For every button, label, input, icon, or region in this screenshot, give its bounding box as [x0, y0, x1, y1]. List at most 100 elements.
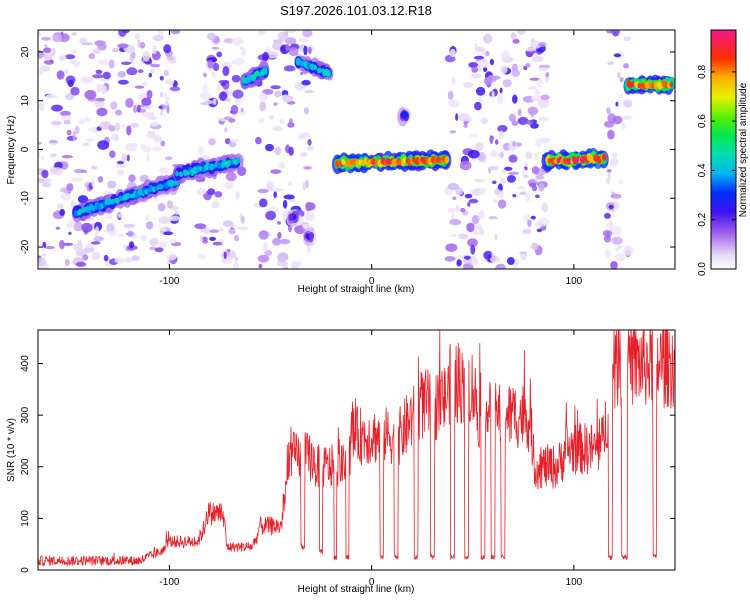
y-tick-label: -10: [20, 191, 31, 206]
ridge-blob: [73, 210, 78, 217]
noise-blob: [537, 116, 549, 122]
noise-blob: [49, 140, 58, 144]
noise-blob: [479, 187, 486, 195]
noise-blob: [538, 99, 550, 109]
noise-blob: [163, 69, 170, 77]
noise-blob: [88, 53, 95, 60]
noise-blob: [298, 38, 310, 43]
noise-blob: [262, 51, 269, 62]
noise-blob: [618, 179, 623, 185]
noise-blob: [116, 169, 125, 175]
noise-blob: [492, 180, 497, 184]
noise-blob: [166, 104, 170, 114]
noise-blob: [496, 94, 504, 104]
ridge-blob: [255, 70, 260, 77]
noise-blob: [266, 181, 274, 192]
noise-blob: [273, 102, 278, 106]
noise-blob: [604, 120, 615, 128]
noise-blob: [284, 30, 296, 34]
noise-blob: [612, 115, 623, 125]
noise-blob: [107, 180, 117, 189]
noise-blob: [300, 152, 308, 157]
noise-blob: [80, 169, 88, 174]
noise-blob: [291, 261, 299, 269]
noise-blob: [97, 42, 107, 51]
noise-blob: [497, 199, 507, 209]
spectrogram-x-label: Height of straight line (km): [298, 284, 415, 295]
noise-blob: [460, 208, 466, 213]
noise-blob: [96, 97, 106, 102]
y-tick-label: 300: [20, 406, 31, 423]
ridge-blob: [402, 157, 407, 163]
noise-blob: [283, 194, 295, 200]
noise-blob: [270, 169, 282, 175]
noise-blob: [510, 32, 517, 40]
noise-blob: [602, 229, 613, 237]
noise-blob: [469, 190, 476, 195]
spectrogram-y-label: Frequency (Hz): [6, 116, 17, 185]
ridge-blob: [106, 197, 112, 206]
noise-blob: [212, 62, 220, 72]
noise-blob: [621, 115, 633, 120]
noise-blob: [603, 212, 611, 219]
noise-blob: [85, 243, 94, 249]
noise-blob: [519, 191, 527, 196]
noise-blob: [240, 108, 244, 112]
noise-blob: [259, 101, 267, 112]
noise-blob: [99, 78, 109, 82]
noise-blob: [478, 58, 490, 68]
noise-blob: [452, 196, 457, 200]
noise-blob: [99, 121, 111, 130]
noise-blob: [65, 54, 76, 60]
noise-blob: [615, 101, 619, 107]
ridge-blob: [601, 153, 607, 161]
noise-blob: [148, 72, 153, 78]
noise-blob: [258, 264, 263, 269]
noise-blob: [530, 40, 542, 49]
noise-blob: [106, 214, 113, 220]
noise-blob: [75, 261, 87, 267]
noise-blob: [494, 233, 498, 241]
ridge-blob: [547, 158, 552, 164]
noise-blob: [241, 47, 246, 57]
noise-blob: [111, 133, 120, 141]
ridge-blob: [398, 160, 402, 166]
noise-blob: [224, 127, 228, 133]
noise-blob: [38, 257, 47, 266]
noise-blob: [305, 179, 309, 189]
noise-blob: [304, 89, 315, 94]
noise-blob: [150, 68, 155, 74]
noise-blob: [609, 162, 613, 167]
noise-blob: [61, 155, 73, 159]
spectrogram-ridges: [72, 55, 675, 247]
noise-blob: [160, 140, 166, 147]
noise-blob: [100, 84, 108, 95]
noise-blob: [490, 150, 498, 157]
noise-blob: [470, 244, 476, 255]
noise-blob: [45, 178, 52, 184]
noise-blob: [605, 177, 611, 185]
noise-blob: [610, 261, 618, 269]
noise-blob: [302, 30, 313, 38]
noise-blob: [73, 221, 83, 232]
noise-blob: [43, 47, 52, 54]
noise-blob: [258, 117, 265, 124]
noise-blob: [612, 152, 618, 159]
noise-blob: [43, 59, 55, 65]
noise-blob: [225, 172, 237, 182]
x-tick-label: -100: [159, 577, 179, 588]
ridge-blob: [170, 180, 175, 187]
noise-blob: [229, 139, 240, 143]
noise-blob: [230, 104, 239, 115]
noise-blob: [58, 55, 67, 61]
ridge-blob: [179, 171, 183, 177]
noise-blob: [82, 254, 89, 261]
ridge-blob: [262, 66, 268, 75]
colorbar: 0.0 0.2 0.4 0.6 0.8 Normalized spectral ampl…: [697, 29, 749, 276]
colorbar-frame: [710, 29, 737, 270]
noise-blob: [164, 156, 173, 161]
figure-title: S197.2026.101.03.12.R18: [280, 3, 432, 18]
ridge-blob: [199, 166, 203, 172]
noise-blob: [84, 246, 95, 253]
noise-blob: [477, 210, 485, 220]
